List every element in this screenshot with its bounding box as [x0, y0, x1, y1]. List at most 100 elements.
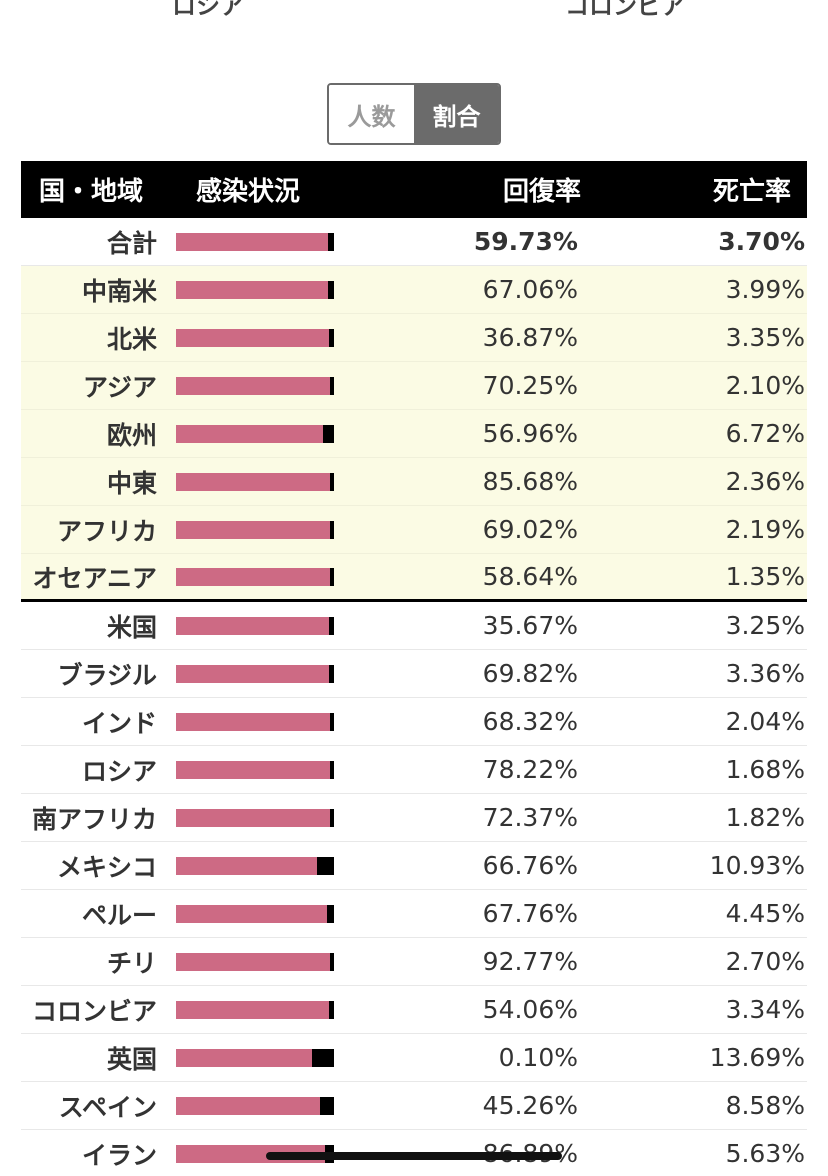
row-death-rate: 2.04% — [725, 707, 805, 736]
status-bar-cell — [157, 1048, 334, 1067]
status-bar-cell — [157, 760, 334, 779]
row-name: コロンビア — [31, 996, 157, 1026]
status-bar-active — [176, 904, 327, 923]
status-bar — [176, 328, 334, 347]
status-bar-active — [176, 760, 330, 779]
status-bar-cell — [157, 904, 334, 923]
table-row[interactable]: 中東 85.68% 2.36% — [21, 458, 807, 506]
row-recovery-rate: 72.37% — [482, 803, 578, 832]
row-name: スペイン — [58, 1092, 157, 1122]
status-bar-cell — [157, 472, 334, 491]
toggle-ratio-button[interactable]: 割合 — [414, 85, 499, 143]
header-recovery: 回復率 — [502, 177, 581, 207]
row-recovery-rate: 45.26% — [482, 1091, 578, 1120]
table-row[interactable]: チリ 92.77% 2.70% — [21, 938, 807, 986]
status-bar-active — [176, 712, 330, 731]
status-bar-active — [176, 232, 328, 251]
table-row[interactable]: 中南米 67.06% 3.99% — [21, 266, 807, 314]
status-bar-cell — [157, 376, 334, 395]
status-bar — [176, 1048, 334, 1067]
table-row[interactable]: 北米 36.87% 3.35% — [21, 314, 807, 362]
row-name: ペルー — [81, 900, 157, 930]
home-indicator[interactable] — [266, 1152, 562, 1160]
table-row[interactable]: 合計 59.73% 3.70% — [21, 218, 807, 266]
table-row[interactable]: ロシア 78.22% 1.68% — [21, 746, 807, 794]
row-name: ロシア — [81, 756, 157, 786]
status-bar-death — [329, 1000, 334, 1019]
row-name: オセアニア — [32, 563, 157, 593]
row-name: 中南米 — [81, 276, 157, 306]
table-body: 合計 59.73% 3.70% 中南米 67.06% 3.99% 北米 36.87% 3.35%… — [21, 218, 807, 1176]
header-country: 国・地域 — [39, 177, 144, 207]
status-bar — [176, 808, 334, 827]
table-row[interactable]: ブラジル 69.82% 3.36% — [21, 650, 807, 698]
status-bar-active — [176, 664, 329, 683]
row-death-rate: 3.36% — [725, 659, 805, 688]
table-row[interactable]: コロンビア 54.06% 3.34% — [21, 986, 807, 1034]
row-name: インド — [81, 708, 157, 738]
row-recovery-rate: 0.10% — [498, 1043, 578, 1072]
table-row[interactable]: 欧州 56.96% 6.72% — [21, 410, 807, 458]
row-name: 南アフリカ — [31, 804, 157, 834]
table-row[interactable]: アジア 70.25% 2.10% — [21, 362, 807, 410]
table-row[interactable]: ペルー 67.76% 4.45% — [21, 890, 807, 938]
table-row[interactable]: インド 68.32% 2.04% — [21, 698, 807, 746]
row-name: 北米 — [106, 324, 157, 354]
status-bar-cell — [157, 567, 334, 586]
status-bar-cell — [157, 1096, 334, 1115]
row-recovery-rate: 59.73% — [473, 227, 578, 256]
row-death-rate: 10.93% — [709, 851, 805, 880]
status-bar-cell — [157, 1000, 334, 1019]
table-row[interactable]: スペイン 45.26% 8.58% — [21, 1082, 807, 1130]
row-death-rate: 1.35% — [725, 562, 805, 591]
row-death-rate: 3.99% — [725, 275, 805, 304]
status-bar — [176, 472, 334, 491]
header-death: 死亡率 — [712, 177, 791, 207]
row-death-rate: 3.35% — [725, 323, 805, 352]
previous-label-left: ロシア — [172, 0, 244, 20]
status-bar-death — [323, 424, 334, 443]
row-recovery-rate: 54.06% — [482, 995, 578, 1024]
stats-table: 国・地域 感染状況 回復率 死亡率 合計 59.73% 3.70% 中南米 67.06%… — [21, 161, 807, 1176]
row-recovery-rate: 36.87% — [482, 323, 578, 352]
status-bar — [176, 1096, 334, 1115]
table-row[interactable]: 南アフリカ 72.37% 1.82% — [21, 794, 807, 842]
table-row[interactable]: オセアニア 58.64% 1.35% — [21, 554, 807, 602]
row-recovery-rate: 66.76% — [482, 851, 578, 880]
status-bar — [176, 232, 334, 251]
row-death-rate: 2.36% — [725, 467, 805, 496]
status-bar-active — [176, 567, 330, 586]
row-death-rate: 4.45% — [725, 899, 805, 928]
row-death-rate: 3.34% — [725, 995, 805, 1024]
status-bar-death — [330, 520, 334, 539]
row-recovery-rate: 70.25% — [482, 371, 578, 400]
status-bar-death — [330, 712, 334, 731]
row-death-rate: 13.69% — [709, 1043, 805, 1072]
status-bar-cell — [157, 712, 334, 731]
table-row[interactable]: 米国 35.67% 3.25% — [21, 602, 807, 650]
status-bar-active — [176, 856, 317, 875]
status-bar — [176, 567, 334, 586]
table-row[interactable]: アフリカ 69.02% 2.19% — [21, 506, 807, 554]
status-bar — [176, 616, 334, 635]
status-bar — [176, 904, 334, 923]
status-bar-death — [327, 904, 334, 923]
table-row[interactable]: メキシコ 66.76% 10.93% — [21, 842, 807, 890]
status-bar — [176, 760, 334, 779]
row-name: 米国 — [106, 612, 157, 642]
mode-toggle[interactable]: 人数 割合 — [327, 83, 501, 145]
status-bar — [176, 712, 334, 731]
status-bar — [176, 856, 334, 875]
toggle-count-button[interactable]: 人数 — [329, 85, 414, 143]
status-bar-active — [176, 328, 329, 347]
status-bar — [176, 1000, 334, 1019]
status-bar-death — [329, 328, 334, 347]
status-bar-cell — [157, 808, 334, 827]
row-recovery-rate: 67.76% — [482, 899, 578, 928]
row-recovery-rate: 67.06% — [482, 275, 578, 304]
status-bar — [176, 664, 334, 683]
status-bar-active — [176, 472, 330, 491]
row-death-rate: 1.82% — [725, 803, 805, 832]
row-name: アフリカ — [56, 516, 157, 546]
table-row[interactable]: 英国 0.10% 13.69% — [21, 1034, 807, 1082]
